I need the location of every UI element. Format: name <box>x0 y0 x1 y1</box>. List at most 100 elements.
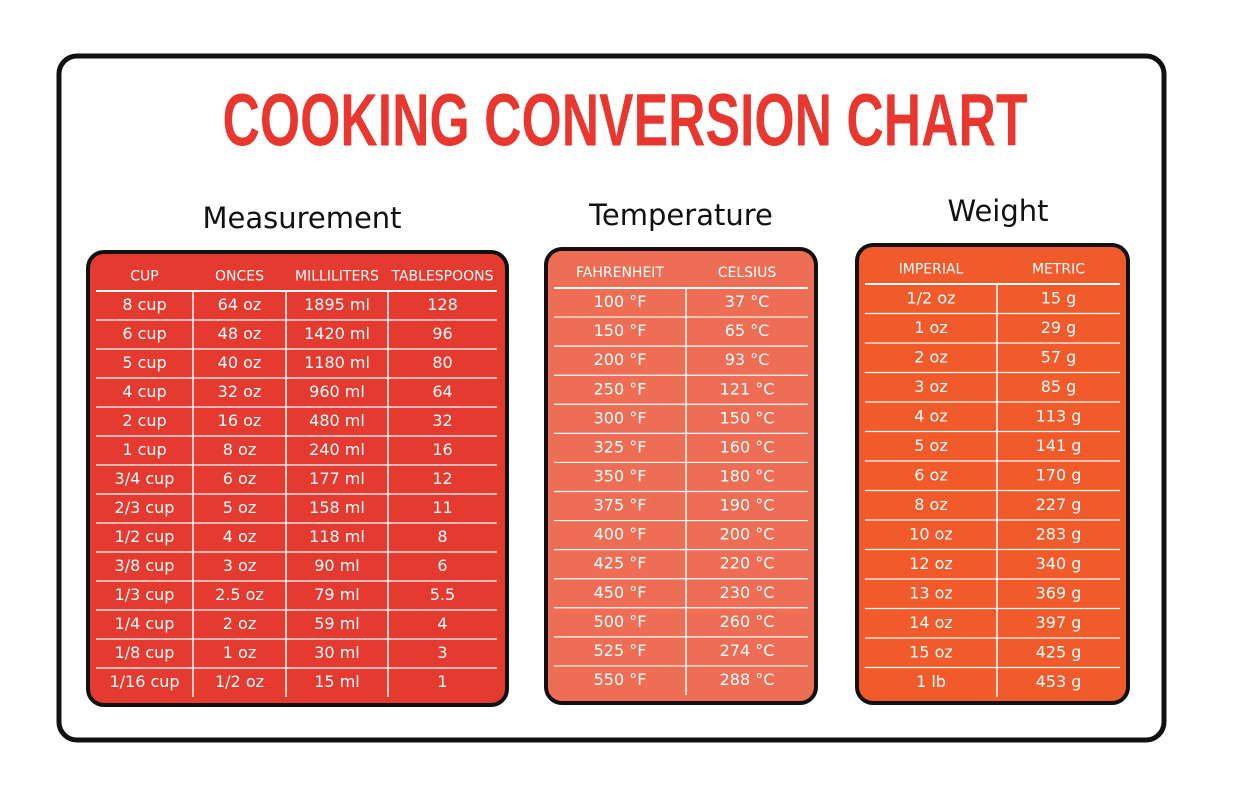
section-heading: Measurement <box>202 201 401 235</box>
table-cell: 4 oz <box>914 406 947 425</box>
column-header: CUP <box>130 269 158 285</box>
table-panel <box>855 243 1130 705</box>
column-header: FAHRENHEIT <box>576 265 664 281</box>
table-cell: 400 °F <box>594 525 647 544</box>
table-cell: 12 oz <box>909 554 953 573</box>
table-cell: 6 <box>437 556 447 575</box>
table-cell: 65 °C <box>725 321 770 340</box>
table-cell: 1/8 cup <box>115 643 175 662</box>
column-header: METRIC <box>1032 262 1085 278</box>
table-cell: 340 g <box>1036 554 1082 573</box>
column-header: IMPERIAL <box>899 262 964 278</box>
table-cell: 1/3 cup <box>115 585 175 604</box>
table-cell: 64 <box>432 382 452 401</box>
table-cell: 5 oz <box>914 436 947 455</box>
table-cell: 350 °F <box>594 466 647 485</box>
table-cell: 4 <box>437 614 447 633</box>
table-cell: 425 °F <box>594 554 647 573</box>
table-cell: 1180 ml <box>304 353 370 372</box>
table-cell: 260 °C <box>720 612 775 631</box>
table-cell: 8 oz <box>223 440 256 459</box>
table-cell: 40 oz <box>218 353 262 372</box>
table-cell: 90 ml <box>314 556 359 575</box>
table-cell: 3/4 cup <box>115 469 175 488</box>
table-cell: 59 ml <box>314 614 359 633</box>
section-heading: Weight <box>947 194 1048 228</box>
table-cell: 1 cup <box>122 440 166 459</box>
table-cell: 128 <box>427 295 458 314</box>
table-cell: 57 g <box>1041 347 1077 366</box>
table-cell: 3 <box>437 643 447 662</box>
table-cell: 141 g <box>1036 436 1082 455</box>
table-cell: 274 °C <box>720 641 775 660</box>
table-cell: 6 oz <box>914 465 947 484</box>
table-cell: 8 cup <box>122 295 166 314</box>
table-cell: 13 oz <box>909 583 953 602</box>
table-cell: 369 g <box>1036 583 1082 602</box>
page-title: COOKING CONVERSION CHART <box>223 79 1028 162</box>
table-cell: 250 °F <box>594 379 647 398</box>
table-cell: 113 g <box>1036 406 1082 425</box>
table-cell: 64 oz <box>218 295 262 314</box>
table-cell: 48 oz <box>218 324 262 343</box>
table-cell: 160 °C <box>720 437 775 456</box>
column-header: CELSIUS <box>718 265 777 281</box>
table-cell: 158 ml <box>309 498 365 517</box>
table-cell: 1895 ml <box>304 295 370 314</box>
table-cell: 1 oz <box>914 318 947 337</box>
table-cell: 79 ml <box>314 585 359 604</box>
table-cell: 1 <box>437 672 447 691</box>
table-cell: 960 ml <box>309 382 365 401</box>
table-cell: 1/2 oz <box>906 288 955 307</box>
table-cell: 150 °F <box>594 321 647 340</box>
table-cell: 1/2 cup <box>115 527 175 546</box>
table-cell: 200 °C <box>720 525 775 544</box>
table-cell: 240 ml <box>309 440 365 459</box>
table-cell: 375 °F <box>594 496 647 515</box>
table-cell: 5 oz <box>223 498 256 517</box>
table-cell: 93 °C <box>725 350 770 369</box>
table-cell: 37 °C <box>725 292 770 311</box>
table-cell: 1 lb <box>916 672 946 691</box>
table-cell: 180 °C <box>720 466 775 485</box>
table-cell: 453 g <box>1036 672 1082 691</box>
table-cell: 227 g <box>1036 495 1082 514</box>
table-cell: 4 oz <box>223 527 256 546</box>
table-cell: 190 °C <box>720 496 775 515</box>
table-cell: 4 cup <box>122 382 166 401</box>
column-header: TABLESPOONS <box>390 269 493 285</box>
table-cell: 1/16 cup <box>109 672 179 691</box>
table-cell: 8 oz <box>914 495 947 514</box>
table-cell: 2/3 cup <box>115 498 175 517</box>
table-cell: 1420 ml <box>304 324 370 343</box>
table-cell: 230 °C <box>720 583 775 602</box>
table-cell: 1/2 oz <box>215 672 264 691</box>
table-cell: 3 oz <box>914 377 947 396</box>
table-cell: 1 oz <box>223 643 256 662</box>
table-cell: 177 ml <box>309 469 365 488</box>
table-cell: 10 oz <box>909 524 953 543</box>
table-cell: 3/8 cup <box>115 556 175 575</box>
table-cell: 550 °F <box>594 670 647 689</box>
table-cell: 425 g <box>1036 642 1082 661</box>
table-cell: 480 ml <box>309 411 365 430</box>
table-cell: 170 g <box>1036 465 1082 484</box>
table-cell: 14 oz <box>909 613 953 632</box>
table-cell: 32 <box>432 411 452 430</box>
table-cell: 397 g <box>1036 613 1082 632</box>
table-cell: 16 oz <box>218 411 262 430</box>
table-cell: 5 cup <box>122 353 166 372</box>
table-cell: 325 °F <box>594 437 647 456</box>
table-cell: 150 °C <box>720 408 775 427</box>
table-cell: 12 <box>432 469 452 488</box>
table-cell: 200 °F <box>594 350 647 369</box>
column-header: MILLILITERS <box>295 269 379 285</box>
table-panel <box>544 247 818 705</box>
table-cell: 2 oz <box>223 614 256 633</box>
section-heading: Temperature <box>588 198 773 232</box>
table-cell: 11 <box>432 498 452 517</box>
column-header: ONCES <box>215 269 264 285</box>
table-cell: 1/4 cup <box>115 614 175 633</box>
table-cell: 30 ml <box>314 643 359 662</box>
